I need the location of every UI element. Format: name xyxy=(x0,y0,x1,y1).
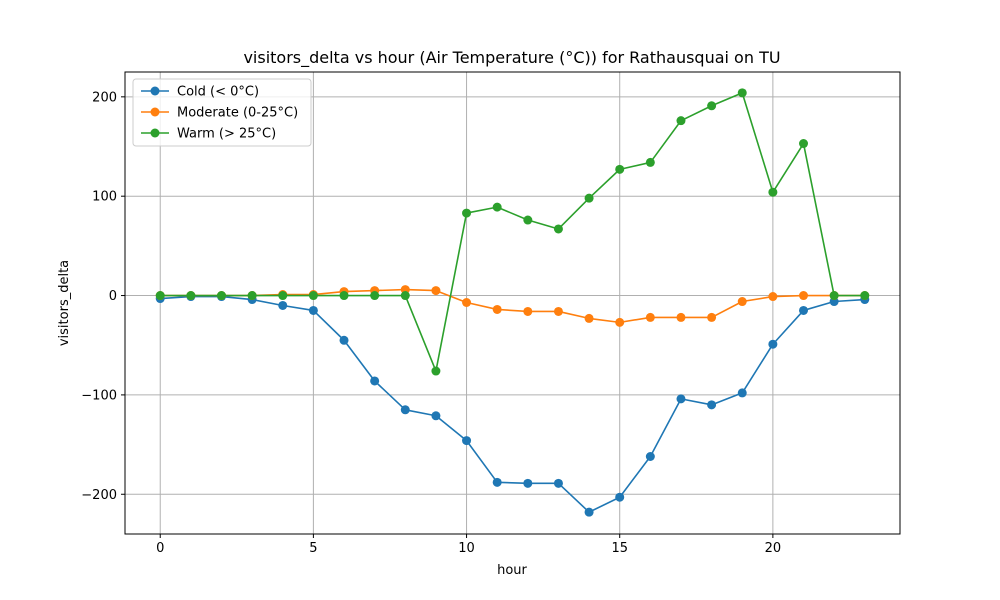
legend-item: Cold (< 0°C) xyxy=(141,85,259,100)
data-point xyxy=(676,394,686,404)
x-tick-label: 20 xyxy=(765,541,782,556)
data-point xyxy=(523,215,533,225)
data-point xyxy=(462,436,472,446)
data-point xyxy=(155,291,165,301)
data-point xyxy=(553,306,563,316)
legend-marker xyxy=(150,86,160,96)
data-point xyxy=(247,291,257,301)
y-tick-label: −200 xyxy=(81,488,117,503)
data-point xyxy=(768,339,778,349)
data-point xyxy=(553,224,563,234)
data-point xyxy=(799,305,809,315)
data-point xyxy=(370,291,380,301)
data-point xyxy=(462,298,472,308)
data-point xyxy=(278,291,288,301)
x-axis-label: hour xyxy=(497,563,527,578)
data-point xyxy=(799,291,809,301)
data-point xyxy=(799,139,809,149)
data-point xyxy=(676,312,686,322)
data-point xyxy=(186,291,196,301)
data-point xyxy=(768,187,778,197)
legend-item: Warm (> 25°C) xyxy=(141,127,276,142)
data-point xyxy=(707,312,717,322)
data-point xyxy=(737,388,747,398)
series-3 xyxy=(155,88,870,376)
y-tick-label: 0 xyxy=(109,289,117,304)
y-tick-label: 100 xyxy=(92,190,117,205)
data-point xyxy=(523,478,533,488)
data-point xyxy=(370,376,380,386)
data-point xyxy=(216,291,226,301)
data-point xyxy=(400,405,410,415)
legend-item: Moderate (0-25°C) xyxy=(141,106,298,121)
legend-label: Warm (> 25°C) xyxy=(177,127,276,142)
data-point xyxy=(584,313,594,323)
legend-box xyxy=(132,78,312,147)
data-point xyxy=(431,411,441,421)
legend-label: Moderate (0-25°C) xyxy=(177,106,298,121)
series-line xyxy=(160,92,865,372)
y-tick-label: −100 xyxy=(81,388,117,403)
ticks: 0 5 10 15 20 −200 −100 0 100 200 xyxy=(81,90,781,556)
x-tick-label: 5 xyxy=(309,541,317,556)
plot-frame xyxy=(124,71,901,535)
data-point xyxy=(462,208,472,218)
data-point xyxy=(615,164,625,174)
data-point xyxy=(431,286,441,296)
legend-marker xyxy=(150,128,160,138)
data-point xyxy=(829,291,839,301)
data-point xyxy=(278,300,288,310)
data-point xyxy=(308,305,318,315)
data-point xyxy=(707,101,717,111)
data-point xyxy=(676,116,686,126)
data-point xyxy=(584,507,594,517)
data-point xyxy=(553,478,563,488)
data-point xyxy=(308,291,318,301)
data-point xyxy=(768,292,778,302)
data-point xyxy=(860,291,870,301)
legend: Cold (< 0°C) Moderate (0-25°C) Warm (> 25°… xyxy=(132,78,312,147)
series-line xyxy=(160,288,865,324)
data-point xyxy=(645,157,655,167)
series-layer xyxy=(155,88,870,517)
data-point xyxy=(615,317,625,327)
data-point xyxy=(339,291,349,301)
legend-marker xyxy=(150,107,160,117)
series-line xyxy=(160,295,865,513)
y-tick-label: 200 xyxy=(92,90,117,105)
data-point xyxy=(523,306,533,316)
data-point xyxy=(492,202,502,212)
data-point xyxy=(645,452,655,462)
data-point xyxy=(492,304,502,314)
data-point xyxy=(737,88,747,98)
x-tick-label: 10 xyxy=(458,541,475,556)
data-point xyxy=(400,291,410,301)
x-tick-label: 0 xyxy=(156,541,164,556)
data-point xyxy=(584,193,594,203)
data-point xyxy=(492,477,502,487)
legend-label: Cold (< 0°C) xyxy=(177,85,259,100)
data-point xyxy=(645,312,655,322)
x-tick-label: 15 xyxy=(611,541,628,556)
data-point xyxy=(615,492,625,502)
data-point xyxy=(339,335,349,345)
y-axis-label: visitors_delta xyxy=(57,260,72,346)
data-point xyxy=(707,400,717,410)
data-point xyxy=(737,297,747,307)
chart-title: visitors_delta vs hour (Air Temperature … xyxy=(243,48,780,68)
data-point xyxy=(431,366,441,376)
series-1 xyxy=(155,292,870,517)
